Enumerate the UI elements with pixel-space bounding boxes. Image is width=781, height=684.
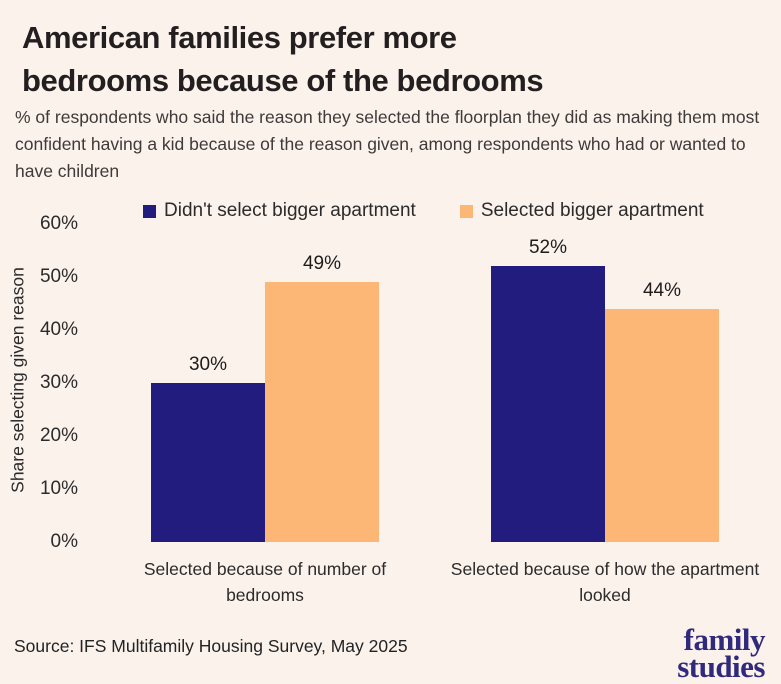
chart-title: American families prefer more bedrooms b…	[22, 16, 742, 102]
chart-title-line1: American families prefer more	[22, 20, 457, 55]
legend-swatch-orange	[459, 204, 473, 218]
chart-title-line2: bedrooms because of the bedrooms	[22, 63, 544, 98]
bar-series2-group2	[605, 309, 719, 542]
legend-label: Selected bigger apartment	[480, 200, 704, 221]
bar-value-label: 44%	[642, 280, 682, 301]
y-axis-tick-40: 40%	[39, 319, 78, 340]
bar-value-label: 52%	[528, 237, 568, 258]
bar-value-label: 30%	[188, 354, 228, 375]
bar-series2-group1	[265, 282, 379, 542]
legend-item-selected-bigger-apartment: Selected bigger apartment	[459, 200, 704, 222]
legend-label: Didn't select bigger apartment	[164, 200, 416, 221]
legend-swatch-navy	[143, 204, 156, 218]
y-axis-tick-60: 60%	[39, 213, 78, 234]
family-studies-logo: family studies	[677, 622, 766, 684]
chart-subtitle: % of respondents who said the reason the…	[15, 107, 760, 181]
logo-line-studies: studies	[677, 649, 765, 684]
y-axis-tick-10: 10%	[39, 478, 78, 499]
x-category-label-bedrooms: Selected because of number of bedrooms	[143, 559, 387, 605]
bar-series1-group2	[491, 266, 605, 542]
bar-series1-group1	[151, 383, 265, 542]
legend: Didn't select bigger apartment Selected …	[143, 200, 704, 222]
legend-item-didnt-select-bigger-apartment: Didn't select bigger apartment	[143, 200, 416, 222]
y-axis-tick-20: 20%	[39, 425, 78, 446]
bar-value-label: 49%	[302, 253, 342, 274]
logo-line-family: family	[683, 622, 766, 657]
y-axis-tick-30: 30%	[39, 372, 78, 393]
source-note: Source: IFS Multifamily Housing Survey, …	[14, 636, 408, 656]
y-axis-tick-0: 0%	[50, 531, 78, 552]
x-category-label-apartment-looked: Selected because of how the apartment lo…	[450, 559, 760, 605]
y-axis-tick-50: 50%	[39, 266, 78, 287]
